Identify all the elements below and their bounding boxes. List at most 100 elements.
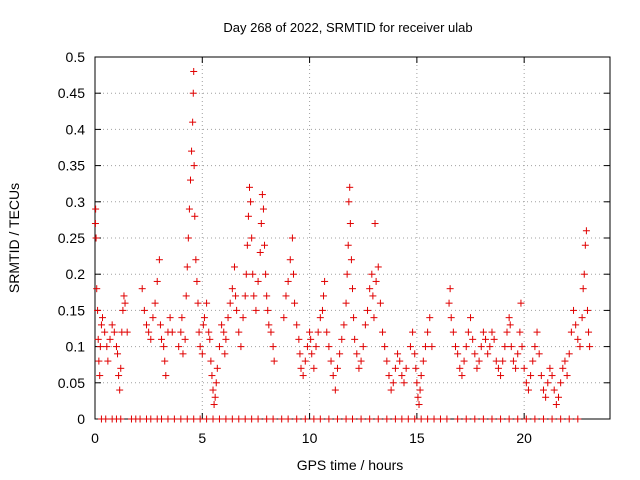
data-point	[416, 386, 424, 394]
data-point	[336, 350, 344, 358]
data-point	[156, 321, 164, 329]
data-point	[233, 306, 241, 314]
data-point	[344, 241, 352, 249]
data-point	[445, 299, 453, 307]
data-point	[221, 350, 229, 358]
data-point	[320, 292, 328, 300]
zero-data-point	[164, 415, 172, 423]
data-point	[224, 314, 232, 322]
y-tick-label: 0.45	[58, 85, 85, 101]
data-point	[417, 372, 425, 380]
data-point	[406, 343, 414, 351]
data-point	[469, 335, 477, 343]
data-point	[237, 343, 245, 351]
data-point	[546, 364, 554, 372]
data-point	[116, 386, 124, 394]
data-point	[259, 205, 267, 213]
data-point	[458, 372, 466, 380]
data-point	[447, 314, 455, 322]
data-point	[345, 198, 353, 206]
data-point	[310, 364, 318, 372]
data-point	[200, 314, 208, 322]
data-point	[230, 263, 238, 271]
data-point	[499, 357, 507, 365]
data-point	[269, 343, 277, 351]
zero-data-point	[531, 415, 539, 423]
zero-data-point	[316, 415, 324, 423]
x-tick-label: 0	[91, 430, 99, 446]
data-point	[153, 277, 161, 285]
y-tick-label: 0.15	[58, 302, 85, 318]
zero-data-point	[263, 415, 271, 423]
data-point	[383, 357, 391, 365]
zero-data-point	[248, 415, 256, 423]
data-point	[299, 372, 307, 380]
data-point	[321, 277, 329, 285]
data-point	[370, 314, 378, 322]
data-point	[262, 270, 270, 278]
data-point	[314, 328, 322, 336]
zero-data-point	[436, 415, 444, 423]
data-point	[250, 292, 258, 300]
data-point	[415, 401, 423, 409]
data-point	[507, 343, 515, 351]
data-point	[376, 299, 384, 307]
data-point	[396, 357, 404, 365]
data-point	[181, 335, 189, 343]
data-point	[346, 183, 354, 191]
data-point	[265, 321, 273, 329]
data-point	[114, 350, 122, 358]
data-point	[184, 234, 192, 242]
data-point	[550, 386, 558, 394]
zero-data-point	[177, 415, 185, 423]
data-point	[340, 321, 348, 329]
zero-data-point	[574, 415, 582, 423]
zero-data-point	[117, 415, 125, 423]
data-point	[475, 357, 483, 365]
data-point	[121, 299, 129, 307]
data-point	[206, 335, 214, 343]
data-point	[421, 343, 429, 351]
data-point	[533, 328, 541, 336]
data-point	[343, 270, 351, 278]
data-point	[205, 328, 213, 336]
data-point	[574, 335, 582, 343]
data-point	[140, 306, 148, 314]
zero-data-point	[497, 415, 505, 423]
data-point	[353, 350, 361, 358]
zero-data-point	[209, 415, 217, 423]
data-point	[355, 364, 363, 372]
data-point	[471, 350, 479, 358]
zero-data-point	[391, 415, 399, 423]
data-point	[248, 234, 256, 242]
data-point	[379, 328, 387, 336]
zero-data-point	[366, 415, 374, 423]
data-point	[96, 343, 104, 351]
data-point	[535, 350, 543, 358]
y-axis-label: SRMTID / TECUs	[6, 183, 22, 293]
data-point	[316, 314, 324, 322]
data-point	[467, 314, 475, 322]
data-point	[188, 147, 196, 155]
data-point	[582, 227, 590, 235]
data-point	[264, 306, 272, 314]
data-point	[189, 118, 197, 126]
data-point	[222, 335, 230, 343]
zero-data-point	[301, 415, 309, 423]
data-point	[494, 364, 502, 372]
data-point	[426, 314, 434, 322]
zero-data-point	[539, 415, 547, 423]
data-point	[402, 364, 410, 372]
data-point	[193, 277, 201, 285]
data-point	[482, 335, 490, 343]
zero-data-point	[102, 415, 110, 423]
zero-data-point	[411, 415, 419, 423]
zero-data-point	[342, 415, 350, 423]
data-point	[209, 386, 217, 394]
data-point	[537, 372, 545, 380]
data-point	[581, 241, 589, 249]
data-point	[576, 343, 584, 351]
data-point	[191, 212, 199, 220]
data-point	[342, 299, 350, 307]
